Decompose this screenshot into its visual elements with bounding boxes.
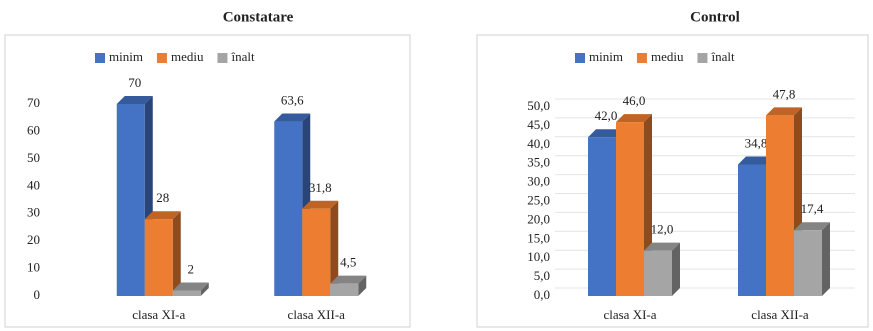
legend-swatch xyxy=(95,53,105,63)
bar-side xyxy=(172,211,181,296)
legend-swatch xyxy=(697,53,708,63)
bar-front xyxy=(274,121,303,296)
value-label: 34,8 xyxy=(745,135,768,150)
bar-side xyxy=(358,275,367,296)
legend-swatch xyxy=(217,53,228,63)
y-tick-label: 0,0 xyxy=(534,287,550,302)
bar-top xyxy=(274,113,311,122)
bar-top xyxy=(644,242,680,251)
y-tick-label: 25,0 xyxy=(527,192,550,207)
y-tick-label: 10 xyxy=(27,260,40,275)
bar-front xyxy=(766,115,794,296)
bar xyxy=(794,222,830,296)
bar xyxy=(330,275,367,296)
value-label: 2 xyxy=(188,261,195,276)
y-tick-label: 15,0 xyxy=(527,230,550,245)
bar-front xyxy=(738,164,766,296)
x-tick-label: clasa XII-a xyxy=(751,307,809,322)
chart-title: Control xyxy=(690,9,740,25)
bar-front xyxy=(588,137,616,296)
bar xyxy=(144,211,181,296)
legend-swatch xyxy=(636,53,647,63)
chart-title: Constatare xyxy=(223,9,294,25)
x-tick-label: clasa XI-a xyxy=(603,307,656,322)
y-tick-label: 50 xyxy=(27,150,40,165)
bar-side xyxy=(200,282,209,296)
value-label: 63,6 xyxy=(281,93,304,108)
bar-front xyxy=(144,219,173,296)
value-label: 42,0 xyxy=(595,108,618,123)
x-tick-label: clasa XII-a xyxy=(288,307,346,322)
legend-label: înalt xyxy=(230,49,254,64)
value-label: 31,8 xyxy=(309,180,332,195)
y-tick-label: 10,0 xyxy=(527,249,550,264)
y-tick-label: 35,0 xyxy=(527,155,550,170)
value-label: 46,0 xyxy=(623,93,646,108)
y-tick-label: 20,0 xyxy=(527,211,550,226)
bar xyxy=(302,200,339,296)
value-label: 28 xyxy=(156,190,169,205)
legend-swatch xyxy=(156,53,167,63)
value-label: 4,5 xyxy=(340,255,356,270)
bar-top xyxy=(588,129,624,138)
legend-swatch xyxy=(575,53,585,63)
bar-top xyxy=(144,211,181,220)
legend-label: minim xyxy=(109,49,143,64)
bar-front xyxy=(794,230,822,296)
bar xyxy=(274,113,311,296)
bar-side xyxy=(822,222,830,296)
y-tick-label: 0 xyxy=(34,287,41,302)
value-label: 17,4 xyxy=(801,201,824,216)
y-tick-label: 30 xyxy=(27,205,40,220)
y-tick-label: 60 xyxy=(27,122,40,137)
bar-top xyxy=(330,275,367,284)
bar-side xyxy=(672,242,680,296)
y-tick-label: 30,0 xyxy=(527,174,550,189)
value-label: 12,0 xyxy=(651,222,674,237)
y-tick-label: 40,0 xyxy=(527,136,550,151)
bar-top xyxy=(616,114,652,123)
legend-label: mediu xyxy=(171,49,204,64)
bar-top xyxy=(116,96,153,104)
bar-front xyxy=(172,290,201,296)
bar-front xyxy=(330,283,359,296)
bar xyxy=(172,282,209,296)
y-tick-label: 40 xyxy=(27,177,40,192)
legend-label: înalt xyxy=(710,49,734,64)
bar-front xyxy=(302,208,331,296)
bar-top xyxy=(766,107,802,116)
bar-side xyxy=(330,200,339,296)
bar-top xyxy=(302,200,339,209)
y-tick-label: 45,0 xyxy=(527,117,550,132)
bar-top xyxy=(738,156,774,165)
y-tick-label: 5,0 xyxy=(534,268,550,283)
x-tick-label: clasa XI-a xyxy=(132,307,185,322)
y-tick-label: 50,0 xyxy=(527,98,550,113)
legend-label: minim xyxy=(589,49,623,64)
bar-top xyxy=(794,222,830,231)
bar-top xyxy=(172,282,209,291)
bar xyxy=(644,242,680,296)
bar-front xyxy=(644,250,672,296)
legend-label: mediu xyxy=(651,49,684,64)
y-tick-label: 20 xyxy=(27,232,40,247)
value-label: 47,8 xyxy=(773,86,796,101)
value-label: 70 xyxy=(128,75,141,90)
bar-front xyxy=(616,122,644,297)
bar-front xyxy=(116,104,145,296)
y-tick-label: 70 xyxy=(27,95,40,110)
